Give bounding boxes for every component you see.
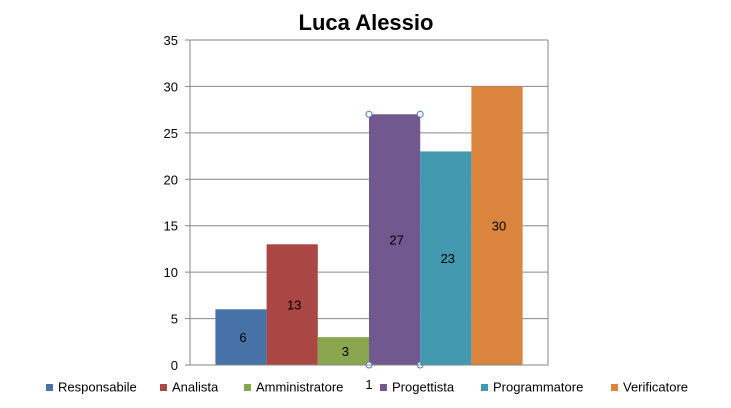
- data-label-analista: 13: [287, 298, 301, 313]
- legend-label: Responsabile: [58, 380, 137, 395]
- legend-item-analista[interactable]: Analista: [160, 380, 219, 395]
- y-tick-label: 15: [164, 219, 178, 234]
- legend-swatch: [380, 384, 387, 391]
- legend-item-progettista[interactable]: Progettista: [380, 380, 455, 395]
- bar-programmatore[interactable]: [420, 151, 472, 365]
- legend-item-programmatore[interactable]: Programmatore: [481, 380, 583, 395]
- legend-label: Amministratore: [256, 380, 343, 395]
- legend-label: Programmatore: [493, 380, 583, 395]
- x-tick-label: 1: [365, 377, 372, 392]
- x-axis: 1: [190, 364, 548, 392]
- data-label-amministratore: 3: [342, 344, 349, 359]
- legend-swatch: [244, 384, 251, 391]
- bar-analista[interactable]: [266, 244, 318, 365]
- legend-item-amministratore[interactable]: Amministratore: [244, 380, 343, 395]
- legend-label: Progettista: [392, 380, 455, 395]
- y-tick-label: 0: [171, 358, 178, 373]
- data-labels: 6 13 3 27 23 30: [239, 219, 506, 359]
- y-tick-label: 30: [164, 79, 178, 94]
- bar-responsabile[interactable]: [215, 309, 267, 365]
- legend-label: Verificatore: [623, 380, 688, 395]
- selection-handle[interactable]: [416, 110, 424, 118]
- data-label-programmatore: 23: [441, 251, 455, 266]
- legend-item-verificatore[interactable]: Verificatore: [611, 380, 688, 395]
- legend-swatch: [160, 384, 167, 391]
- bars: [215, 86, 523, 369]
- legend-swatch: [46, 384, 53, 391]
- y-tick-label: 5: [171, 312, 178, 327]
- y-tick-label: 35: [164, 33, 178, 48]
- legend-swatch: [481, 384, 488, 391]
- legend-swatch: [611, 384, 618, 391]
- y-tick-label: 20: [164, 172, 178, 187]
- legend-item-responsabile[interactable]: Responsabile: [46, 380, 137, 395]
- chart-title: Luca Alessio: [299, 10, 434, 35]
- legend-label: Analista: [172, 380, 219, 395]
- data-label-responsabile: 6: [239, 330, 246, 345]
- data-label-verificatore: 30: [492, 219, 506, 234]
- legend: Responsabile Analista Amministratore Proget…: [46, 380, 688, 395]
- y-tick-label: 25: [164, 126, 178, 141]
- bar-amministratore[interactable]: [317, 337, 369, 365]
- bar-verificatore[interactable]: [471, 86, 523, 365]
- data-label-progettista: 27: [389, 233, 403, 248]
- bar-progettista[interactable]: [369, 114, 421, 366]
- y-axis: 0 5 10 15 20 25 30 35: [164, 33, 549, 373]
- selection-handle[interactable]: [365, 110, 373, 118]
- y-tick-label: 10: [164, 265, 178, 280]
